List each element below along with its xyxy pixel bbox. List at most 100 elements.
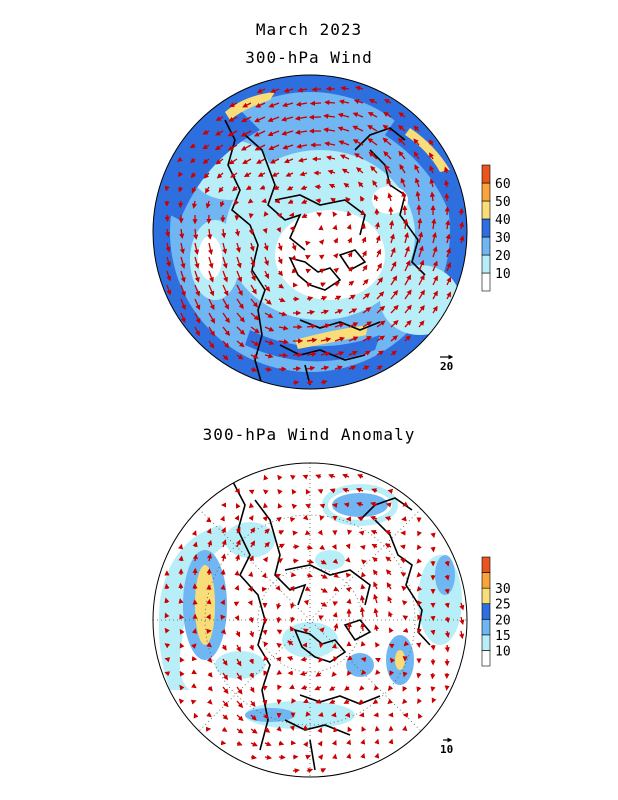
- wind-vector: [304, 586, 311, 591]
- wind-vector: [208, 256, 214, 269]
- wind-vector: [283, 87, 294, 93]
- wind-vector: [249, 672, 254, 679]
- wind-vector: [207, 699, 213, 705]
- wind-vector: [289, 626, 295, 632]
- panel2-colorbar-swatch: [481, 603, 491, 620]
- wind-vector: [362, 321, 373, 328]
- wind-vector: [382, 137, 392, 146]
- wind-vector: [345, 196, 351, 203]
- wind-vector: [315, 671, 322, 677]
- wind-vector: [296, 143, 308, 149]
- wind-vector: [323, 113, 336, 119]
- wind-vector: [353, 99, 364, 105]
- wind-vector: [297, 87, 308, 93]
- wind-vector: [315, 474, 322, 480]
- wind-vector: [245, 185, 252, 190]
- wind-vector: [194, 298, 201, 311]
- wind-vector: [305, 268, 312, 274]
- panel2-colorbar-swatch: [481, 618, 491, 636]
- wind-vector: [333, 253, 339, 259]
- wind-vector: [402, 671, 408, 678]
- wind-vector: [191, 683, 197, 689]
- wind-vector: [332, 224, 338, 231]
- wind-vector: [429, 191, 436, 202]
- wind-vector: [416, 544, 422, 551]
- wind-vector: [446, 247, 451, 258]
- wind-vector: [445, 219, 451, 230]
- wind-vector: [390, 261, 397, 272]
- wind-vector: [383, 150, 392, 160]
- wind-vector: [388, 627, 394, 634]
- wind-vector: [249, 686, 255, 693]
- wind-vector: [300, 185, 308, 191]
- wind-vector: [277, 242, 283, 252]
- panel2-reference-vector: 10: [440, 737, 453, 756]
- wind-vector: [319, 627, 325, 633]
- wind-vector: [276, 726, 282, 732]
- panel1-colorbar-tick-label: 10: [495, 267, 511, 282]
- wind-vector: [208, 298, 215, 311]
- wind-vector: [276, 629, 283, 635]
- wind-vector: [215, 130, 224, 136]
- wind-vector: [400, 572, 407, 578]
- wind-vector: [262, 227, 268, 234]
- wind-vector: [264, 298, 272, 305]
- wind-vector: [250, 540, 256, 548]
- wind-vector: [229, 102, 238, 107]
- wind-vector: [256, 158, 266, 164]
- wind-vector: [317, 529, 323, 536]
- wind-vector: [270, 88, 280, 94]
- wind-vector: [332, 601, 339, 607]
- wind-vector: [373, 593, 379, 604]
- wind-vector: [276, 226, 281, 233]
- wind-vector: [194, 326, 200, 337]
- wind-vector: [444, 560, 450, 567]
- wind-vector: [404, 274, 412, 286]
- wind-vector: [164, 597, 170, 604]
- wind-vector: [320, 601, 328, 607]
- wind-vector: [444, 166, 449, 174]
- wind-vector: [371, 488, 378, 494]
- wind-vector: [320, 296, 328, 301]
- wind-vector: [177, 543, 184, 550]
- wind-vector: [194, 284, 201, 297]
- wind-vector: [386, 178, 392, 188]
- wind-vector: [370, 165, 378, 174]
- wind-vector: [242, 102, 252, 108]
- wind-vector: [254, 144, 266, 151]
- wind-vector: [329, 685, 336, 691]
- wind-vector: [247, 198, 254, 204]
- wind-vector: [300, 656, 308, 662]
- panel2-colorbar-swatch: [481, 556, 491, 573]
- wind-vector: [179, 684, 185, 691]
- wind-vector: [318, 642, 325, 649]
- wind-vector: [267, 130, 280, 137]
- wind-vector: [268, 144, 280, 151]
- wind-vector: [418, 320, 425, 328]
- wind-vector: [222, 714, 229, 720]
- wind-vector: [428, 139, 434, 146]
- wind-vector: [278, 754, 286, 760]
- wind-vector: [361, 726, 367, 732]
- wind-vector: [362, 307, 372, 314]
- wind-vector: [306, 337, 318, 343]
- panel2-colorbar-tick-label: 20: [495, 613, 511, 628]
- wind-vector: [334, 365, 343, 371]
- wind-vector: [261, 198, 267, 204]
- wind-vector: [432, 275, 438, 286]
- wind-vector: [177, 171, 184, 178]
- wind-vector: [319, 268, 326, 274]
- wind-vector: [230, 172, 238, 178]
- wind-vector: [347, 266, 354, 272]
- wind-vector: [416, 558, 422, 564]
- wind-vector: [179, 670, 185, 677]
- panel2-map-border: [152, 462, 468, 778]
- wind-vector: [361, 559, 367, 565]
- wind-vector: [362, 350, 371, 356]
- wind-vector: [317, 754, 324, 760]
- wind-vector: [334, 336, 346, 342]
- wind-vector: [347, 655, 353, 661]
- wind-vector: [206, 553, 213, 562]
- wind-vector: [241, 116, 252, 123]
